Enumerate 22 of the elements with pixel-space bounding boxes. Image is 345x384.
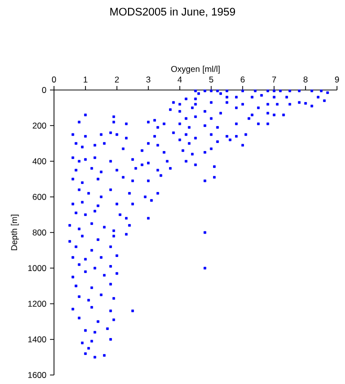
x-tick-label: 4 xyxy=(178,76,182,82)
x-tick-label: 0 xyxy=(52,76,56,82)
x-tick-label: 2 xyxy=(114,76,119,82)
y-tick-label: 0 xyxy=(42,87,46,93)
x-tick-label: 5 xyxy=(209,76,214,82)
y-tick-label: 1600 xyxy=(28,372,46,378)
x-tick-label: 9 xyxy=(335,76,339,82)
y-tick-label: 1400 xyxy=(28,336,46,342)
x-tick-label: 8 xyxy=(304,76,308,82)
x-tick-label: 3 xyxy=(146,76,150,82)
y-tick-label: 400 xyxy=(32,158,46,164)
x-tick-label: 6 xyxy=(240,76,245,82)
y-axis-title: Depth [m] xyxy=(10,214,19,250)
y-tick-label: 200 xyxy=(32,122,46,129)
x-tick-label: 1 xyxy=(84,76,88,82)
chart-title: MODS2005 in June, 1959 xyxy=(110,8,236,17)
x-axis-title: Oxygen [ml/l] xyxy=(171,66,220,74)
y-tick-label: 600 xyxy=(32,194,46,200)
y-tick-label: 1200 xyxy=(28,300,46,307)
x-tick-label: 7 xyxy=(272,76,276,82)
y-tick-label: 800 xyxy=(32,230,46,236)
y-tick-label: 1000 xyxy=(28,265,46,272)
